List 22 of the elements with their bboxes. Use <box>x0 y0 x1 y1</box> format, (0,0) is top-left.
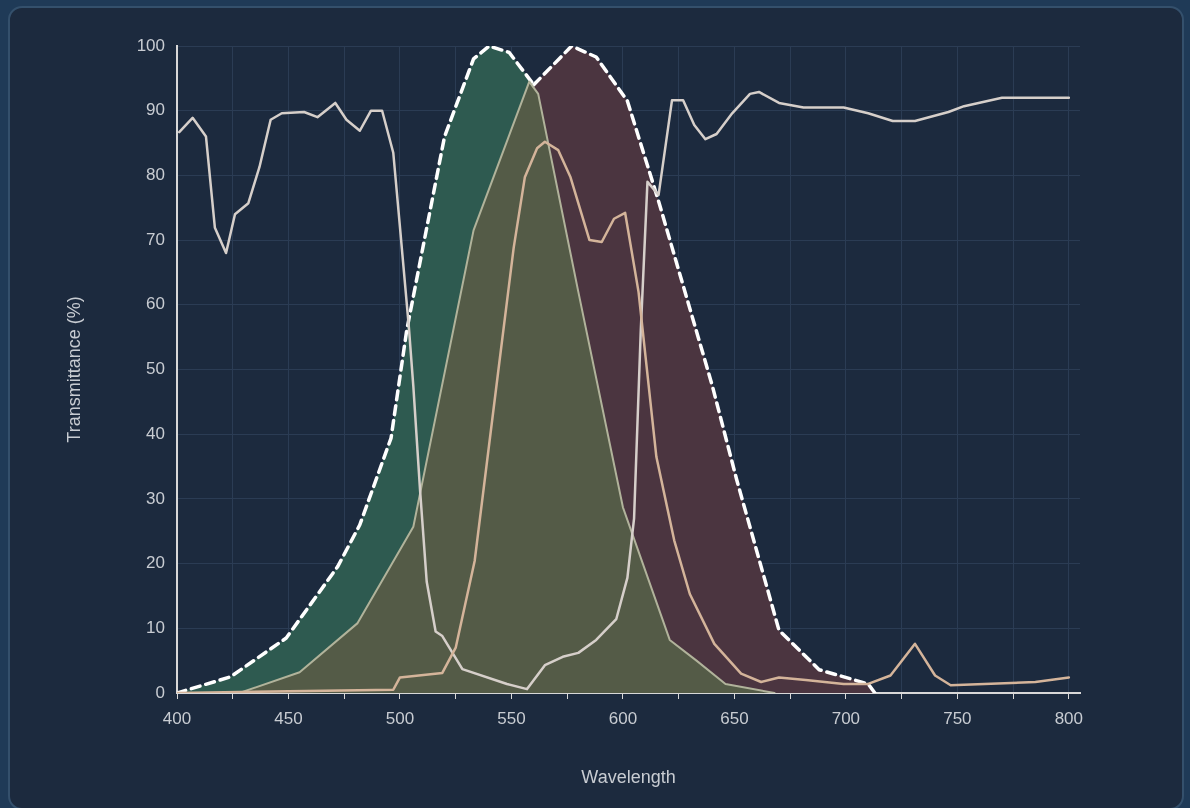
x-tick-label: 650 <box>720 708 749 728</box>
x-tick-label: 400 <box>162 708 192 728</box>
y-axis-title: Transmittance (%) <box>63 296 84 443</box>
y-tick-label: 70 <box>146 229 165 249</box>
y-tick-label: 10 <box>146 617 165 637</box>
x-tick-label: 800 <box>1054 708 1084 728</box>
x-tick-label: 500 <box>385 708 415 728</box>
y-tick-label: 20 <box>146 553 165 573</box>
x-tick-label: 550 <box>497 708 526 728</box>
y-tick-label: 0 <box>155 682 165 702</box>
y-tick-label: 30 <box>146 488 165 508</box>
x-tick-label: 600 <box>608 708 638 728</box>
y-tick-label: 80 <box>146 165 165 185</box>
x-tick-label: 750 <box>943 708 972 728</box>
x-tick-label: 450 <box>274 708 303 728</box>
x-tick-label: 700 <box>831 708 861 728</box>
y-tick-label: 60 <box>146 294 165 314</box>
y-tick-label: 50 <box>146 359 165 379</box>
y-tick-label: 90 <box>146 100 165 120</box>
x-axis-title: Wavelength <box>581 767 676 788</box>
y-tick-label: 40 <box>146 423 165 443</box>
y-tick-label: 100 <box>136 35 165 55</box>
